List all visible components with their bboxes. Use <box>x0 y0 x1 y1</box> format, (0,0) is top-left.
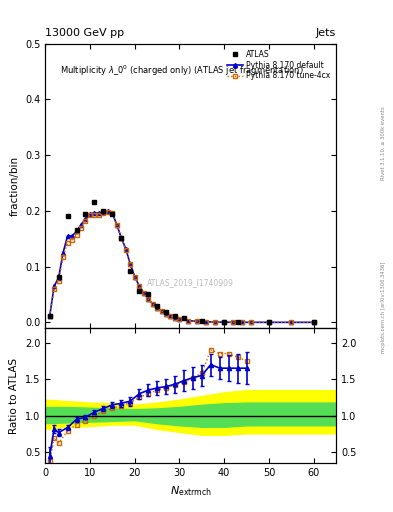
Pythia 8.170 default <box>105 208 110 215</box>
Pythia 8.170 tune-4cx <box>123 247 128 253</box>
Pythia 8.170 default <box>97 210 101 216</box>
Pythia 8.170 default <box>231 319 235 325</box>
Pythia 8.170 tune-4cx <box>159 308 164 314</box>
Text: mcplots.cern.ch [arXiv:1306.3436]: mcplots.cern.ch [arXiv:1306.3436] <box>381 262 386 353</box>
Pythia 8.170 default <box>155 305 160 311</box>
Pythia 8.170 tune-4cx <box>222 319 226 325</box>
Legend: ATLAS, Pythia 8.170 default, Pythia 8.170 tune-4cx: ATLAS, Pythia 8.170 default, Pythia 8.17… <box>225 47 332 83</box>
Pythia 8.170 tune-4cx <box>137 283 141 289</box>
Pythia 8.170 default <box>159 308 164 314</box>
Pythia 8.170 tune-4cx <box>97 211 101 218</box>
Pythia 8.170 default <box>70 233 74 239</box>
Pythia 8.170 tune-4cx <box>186 317 191 324</box>
Pythia 8.170 tune-4cx <box>105 209 110 215</box>
Text: Rivet 3.1.10, ≥ 300k events: Rivet 3.1.10, ≥ 300k events <box>381 106 386 180</box>
Pythia 8.170 tune-4cx <box>114 222 119 228</box>
Pythia 8.170 tune-4cx <box>56 278 61 284</box>
Pythia 8.170 default <box>186 317 191 324</box>
Pythia 8.170 tune-4cx <box>195 318 200 324</box>
Y-axis label: Ratio to ATLAS: Ratio to ATLAS <box>9 357 19 434</box>
Pythia 8.170 tune-4cx <box>163 311 168 317</box>
X-axis label: $N_\mathrm{extrm{ch}}$: $N_\mathrm{extrm{ch}}$ <box>169 484 212 498</box>
Pythia 8.170 tune-4cx <box>61 253 66 260</box>
Pythia 8.170 default <box>222 319 226 325</box>
Pythia 8.170 tune-4cx <box>101 210 106 216</box>
Pythia 8.170 default <box>56 274 61 281</box>
Pythia 8.170 default <box>65 233 70 239</box>
Pythia 8.170 default <box>88 210 92 217</box>
Pythia 8.170 default <box>119 234 124 241</box>
Pythia 8.170 default <box>110 210 115 216</box>
Pythia 8.170 tune-4cx <box>173 315 177 321</box>
Pythia 8.170 tune-4cx <box>231 319 235 325</box>
Pythia 8.170 default <box>195 318 200 324</box>
Text: Multiplicity $\lambda$_0$^0$ (charged only) (ATLAS jet fragmentation): Multiplicity $\lambda$_0$^0$ (charged on… <box>60 63 303 78</box>
Pythia 8.170 default <box>266 319 271 326</box>
Pythia 8.170 tune-4cx <box>88 212 92 218</box>
Pythia 8.170 default <box>213 319 218 325</box>
Pythia 8.170 default <box>289 319 294 326</box>
Pythia 8.170 default <box>141 290 146 296</box>
Text: Jets: Jets <box>316 28 336 38</box>
Pythia 8.170 default <box>168 313 173 319</box>
Pythia 8.170 tune-4cx <box>83 218 88 224</box>
Pythia 8.170 default <box>83 216 88 222</box>
Pythia 8.170 tune-4cx <box>150 301 155 307</box>
Pythia 8.170 default <box>114 222 119 228</box>
Pythia 8.170 tune-4cx <box>141 290 146 296</box>
Pythia 8.170 default <box>137 283 141 289</box>
Pythia 8.170 default <box>249 319 253 326</box>
Pythia 8.170 tune-4cx <box>79 224 83 230</box>
Pythia 8.170 default <box>47 313 52 319</box>
Pythia 8.170 tune-4cx <box>52 286 57 292</box>
Pythia 8.170 tune-4cx <box>249 319 253 326</box>
Pythia 8.170 tune-4cx <box>65 240 70 246</box>
Pythia 8.170 tune-4cx <box>146 296 151 302</box>
Pythia 8.170 tune-4cx <box>168 313 173 319</box>
Pythia 8.170 default <box>311 319 316 326</box>
Pythia 8.170 default <box>128 261 132 267</box>
Text: 13000 GeV pp: 13000 GeV pp <box>45 28 124 38</box>
Pythia 8.170 default <box>146 296 151 302</box>
Pythia 8.170 tune-4cx <box>155 305 160 311</box>
Pythia 8.170 default <box>204 319 209 325</box>
Text: ATLAS_2019_I1740909: ATLAS_2019_I1740909 <box>147 278 234 287</box>
Pythia 8.170 default <box>52 283 57 289</box>
Pythia 8.170 tune-4cx <box>128 261 132 267</box>
Pythia 8.170 default <box>92 210 97 216</box>
Pythia 8.170 default <box>101 209 106 215</box>
Pythia 8.170 default <box>240 319 244 326</box>
Pythia 8.170 default <box>173 315 177 321</box>
Pythia 8.170 tune-4cx <box>119 234 124 241</box>
Pythia 8.170 tune-4cx <box>240 319 244 326</box>
Pythia 8.170 tune-4cx <box>266 319 271 326</box>
Pythia 8.170 default <box>150 301 155 307</box>
Pythia 8.170 default <box>132 273 137 280</box>
Pythia 8.170 tune-4cx <box>213 319 218 325</box>
Pythia 8.170 tune-4cx <box>92 212 97 218</box>
Pythia 8.170 default <box>123 246 128 252</box>
Pythia 8.170 tune-4cx <box>70 237 74 243</box>
Pythia 8.170 tune-4cx <box>132 274 137 280</box>
Pythia 8.170 tune-4cx <box>204 319 209 325</box>
Pythia 8.170 default <box>79 222 83 228</box>
Pythia 8.170 default <box>74 228 79 234</box>
Pythia 8.170 default <box>177 316 182 322</box>
Pythia 8.170 tune-4cx <box>177 316 182 322</box>
Pythia 8.170 tune-4cx <box>74 232 79 238</box>
Pythia 8.170 default <box>163 311 168 317</box>
Y-axis label: fraction/bin: fraction/bin <box>9 156 19 216</box>
Pythia 8.170 tune-4cx <box>311 319 316 326</box>
Pythia 8.170 default <box>61 249 66 255</box>
Line: Pythia 8.170 default: Pythia 8.170 default <box>48 209 316 325</box>
Pythia 8.170 tune-4cx <box>289 319 294 326</box>
Pythia 8.170 tune-4cx <box>47 313 52 319</box>
Line: Pythia 8.170 tune-4cx: Pythia 8.170 tune-4cx <box>48 210 316 325</box>
Pythia 8.170 tune-4cx <box>110 210 115 216</box>
